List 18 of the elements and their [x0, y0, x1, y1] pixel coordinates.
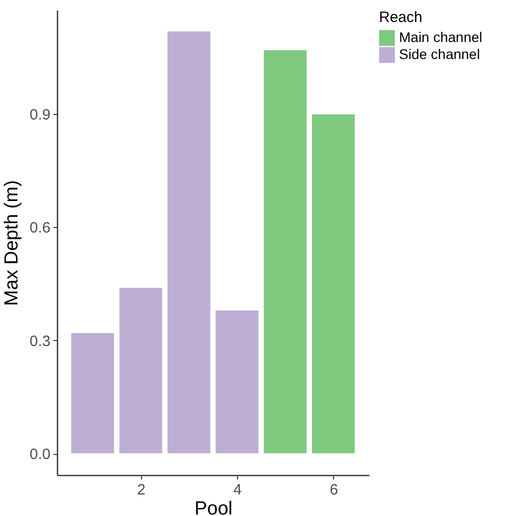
y-tick-label: 0.9 [30, 106, 50, 124]
legend-label: Side channel [399, 46, 480, 62]
bar [263, 50, 308, 454]
bar [215, 310, 259, 454]
bar [118, 287, 163, 454]
y-tick-label: 0.3 [30, 332, 50, 350]
bar [70, 332, 115, 454]
y-axis-title: Max Depth (m) [2, 180, 23, 306]
x-tick-label: 6 [330, 482, 338, 498]
x-tick-label: 4 [233, 482, 242, 498]
x-tick-label: 2 [137, 482, 146, 498]
bar [311, 114, 356, 454]
y-tick-label: 0.6 [30, 220, 50, 237]
y-tick-label: 0.0 [30, 446, 50, 464]
x-axis-title: Pool [194, 498, 233, 516]
bar [167, 30, 211, 454]
legend-title: Reach [379, 9, 422, 26]
legend-label: Main channel [399, 29, 482, 45]
